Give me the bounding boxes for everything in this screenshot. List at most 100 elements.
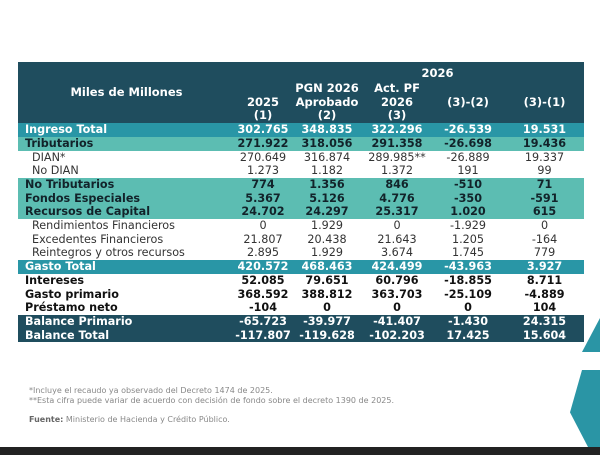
cell-value: 17.425 xyxy=(431,328,505,343)
cell-value: 0 xyxy=(464,301,472,315)
cell-value: -26.698 xyxy=(431,136,505,151)
fiscal-table: Miles de Millones 2026 2025 (1) PGN 2026 Apr… xyxy=(18,62,585,343)
column-header: Act. PF 2026 (3) xyxy=(363,81,431,124)
header-label: Miles de Millones xyxy=(18,62,235,124)
table-row: Balance Total -117.807 -119.628 -102.203 17.… xyxy=(18,328,585,343)
footnote: **Esta cifra puede variar de acuerdo con… xyxy=(29,395,394,405)
cell-value: 388.812 xyxy=(301,287,353,301)
column-header: (3)-(2) xyxy=(431,82,505,124)
row-label: No DIAN xyxy=(32,164,79,178)
cell-value: 615 xyxy=(505,205,585,220)
cell-value: 420.572 xyxy=(235,260,291,274)
row-label: DIAN* xyxy=(32,150,66,164)
cell-value: -510 xyxy=(431,177,505,192)
column-header-line: (3)-(1) xyxy=(523,94,566,109)
cell-value: 2.895 xyxy=(246,246,280,260)
row-label: Ingreso Total xyxy=(18,123,235,137)
cell-value: 19.337 xyxy=(524,150,565,164)
row-label: Recursos de Capital xyxy=(18,205,235,220)
cell-value: 104 xyxy=(532,301,557,315)
table-row: Rendimientos Financieros 0 1.929 0 -1.929 0 xyxy=(18,219,584,233)
column-header-line: 2025 xyxy=(246,94,279,109)
cell-value: 0 xyxy=(323,301,331,315)
cell-value: 1.372 xyxy=(380,164,414,178)
year-group: 2026 xyxy=(291,62,585,82)
cell-value: 363.703 xyxy=(371,287,423,301)
column-header-line: 2026 xyxy=(380,94,413,109)
table-row: Préstamo neto -104 0 0 0 104 xyxy=(18,301,584,315)
cell-value: 846 xyxy=(363,177,431,192)
cell-value: -591 xyxy=(505,191,585,206)
cell-value: 1.182 xyxy=(310,164,344,178)
row-label: Fondos Especiales xyxy=(18,191,235,206)
table-row: DIAN* 270.649 316.874 289.985** -26.889 19.33… xyxy=(18,151,584,165)
cell-value: -102.203 xyxy=(363,328,431,343)
cell-value: -26.889 xyxy=(446,150,490,164)
cell-value: -43.963 xyxy=(431,260,505,274)
table-row: Recursos de Capital 24.702 24.297 25.317 1.0… xyxy=(18,205,585,220)
column-header: (3)-(1) xyxy=(505,82,585,124)
cell-value: -117.807 xyxy=(235,328,291,343)
cell-value: 191 xyxy=(457,164,479,178)
cell-value: 24.702 xyxy=(235,205,291,220)
column-header-line: Act. PF xyxy=(374,81,420,95)
source-text: Ministerio de Hacienda y Crédito Público… xyxy=(63,415,230,424)
cell-value: 0 xyxy=(540,219,549,233)
table-row: Tributarios 271.922 318.056 291.358 -26.698 1… xyxy=(18,136,585,151)
cell-value: 271.922 xyxy=(235,136,291,151)
cell-value: 3.927 xyxy=(505,260,585,274)
decorative-shape xyxy=(582,318,600,352)
cell-value: 4.776 xyxy=(363,191,431,206)
row-label: No Tributarios xyxy=(18,177,235,192)
footnote: *Incluye el recaudo ya observado del Dec… xyxy=(29,386,273,395)
cell-value: 1.929 xyxy=(310,246,344,260)
cell-value: 468.463 xyxy=(291,260,363,274)
cell-value: -41.407 xyxy=(363,314,431,329)
cell-value: -1.929 xyxy=(449,219,487,233)
table-row: No DIAN 1.273 1.182 1.372 191 99 xyxy=(18,164,584,178)
source: Fuente: Ministerio de Hacienda y Crédito… xyxy=(29,415,230,424)
footnotes: *Incluye el recaudo ya observado del Dec… xyxy=(29,386,394,405)
row-label: Gasto primario xyxy=(25,287,119,301)
cell-value: 52.085 xyxy=(241,273,285,287)
table-row: Ingreso Total 302.765 348.835 322.296 -26.53… xyxy=(18,123,585,137)
bottom-bar xyxy=(0,447,600,455)
cell-value: -119.628 xyxy=(291,328,363,343)
cell-value: 316.874 xyxy=(303,150,351,164)
row-label: Reintegros y otros recursos xyxy=(32,246,185,260)
cell-value: -26.539 xyxy=(431,123,505,137)
cell-value: 322.296 xyxy=(363,123,431,137)
cell-value: 24.315 xyxy=(505,314,585,329)
cell-value: 1.356 xyxy=(291,177,363,192)
column-header-line: (3)-(2) xyxy=(447,94,489,109)
row-label: Balance Primario xyxy=(18,314,235,329)
cell-value: 19.436 xyxy=(505,136,585,151)
table-row: Intereses 52.085 79.651 60.796 -18.855 8.711 xyxy=(18,274,584,288)
cell-value: -39.977 xyxy=(291,314,363,329)
cell-value: 368.592 xyxy=(237,287,289,301)
column-header-line: Aprobado xyxy=(295,94,359,109)
cell-value: 0 xyxy=(393,301,401,315)
cell-value: 291.358 xyxy=(363,136,431,151)
cell-value: 1.929 xyxy=(310,219,344,233)
row-label: Gasto Total xyxy=(18,260,235,274)
cell-value: 20.438 xyxy=(307,232,347,246)
cell-value: -164 xyxy=(531,232,558,246)
cell-value: 25.317 xyxy=(363,205,431,220)
cell-value: -18.855 xyxy=(444,273,492,287)
cell-value: -104 xyxy=(249,301,277,315)
row-label: Rendimientos Financieros xyxy=(32,219,175,233)
cell-value: 0 xyxy=(393,219,401,233)
column-header-line: (1) xyxy=(253,108,273,123)
cell-value: 1.020 xyxy=(431,205,505,220)
cell-value: 348.835 xyxy=(291,123,363,137)
row-label: Tributarios xyxy=(18,136,235,151)
cell-value: 5.367 xyxy=(235,191,291,206)
cell-value: 8.711 xyxy=(526,273,563,287)
cell-value: 71 xyxy=(505,177,585,192)
cell-value: 1.745 xyxy=(451,246,485,260)
cell-value: -25.109 xyxy=(444,287,492,301)
column-header: PGN 2026 Aprobado (2) xyxy=(291,81,363,124)
cell-value: 19.531 xyxy=(505,123,585,137)
cell-value: 779 xyxy=(533,246,556,260)
